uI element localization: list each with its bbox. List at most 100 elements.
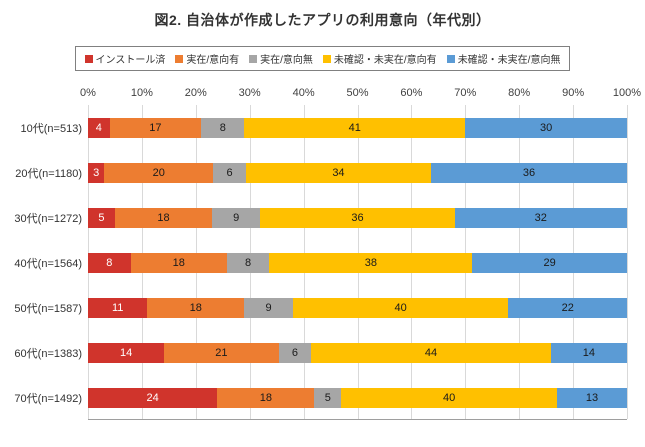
segment-value: 9 [265,301,272,314]
bar-segment: 18 [114,207,212,228]
segment-value: 29 [543,256,556,269]
bar-track: 11 18 9 40 22 [88,297,627,318]
bar-segment: 6 [278,342,312,363]
bar-segment: 5 [314,387,342,408]
legend-wrap: インストール済 実在/意向有 実在/意向無 未確認・未実在/意向有 未確認・未実在/意向… [0,46,645,71]
bar-segment: 8 [226,252,270,273]
bar-segment: 9 [211,207,261,228]
bar-segment: 18 [147,297,245,318]
segment-value: 24 [146,391,159,404]
bar-segment: 34 [245,162,431,183]
segment-value: 20 [152,166,165,179]
bar-segment: 44 [311,342,551,363]
bar-track: 8 18 8 38 29 [88,252,627,273]
segment-value: 4 [95,121,102,134]
bar-segment: 20 [104,162,214,183]
legend-item: 未確認・未実在/意向無 [446,51,561,66]
segment-value: 22 [561,301,574,314]
segment-value: 8 [245,256,252,269]
segment-value: 38 [364,256,377,269]
segment-value: 40 [443,391,456,404]
segment-value: 34 [332,166,345,179]
x-tick-label: 60% [400,87,423,99]
segment-value: 18 [157,211,170,224]
bar-track: 5 18 9 36 32 [88,207,628,228]
x-tick-label: 20% [184,87,207,99]
segment-value: 8 [106,256,113,269]
bar-row: 60代(n=1383) 14 21 6 44 14 [0,330,627,375]
chart-title: 図2. 自治体が作成したアプリの利用意向（年代別） [154,12,491,28]
legend-label: 未確認・未実在/意向無 [457,55,561,66]
category-label: 50代(n=1587) [14,302,82,315]
segment-value: 6 [291,346,298,359]
legend-swatch [322,54,331,63]
segment-value: 8 [219,121,226,134]
legend-label: 実在/意向有 [186,55,240,66]
bar-segment: 36 [431,162,627,183]
x-tick-label: 80% [508,87,531,99]
legend-label: インストール済 [95,55,166,66]
segment-value: 40 [394,301,407,314]
bar-segment: 22 [508,297,627,318]
bar-segment: 3 [88,162,105,183]
segment-value: 18 [189,301,202,314]
legend-item: 実在/意向無 [249,51,313,66]
bar-segment: 9 [244,297,293,318]
bar-row: 40代(n=1564) 8 18 8 38 29 [0,240,627,285]
segment-value: 14 [582,346,596,359]
bar-segment: 14 [550,342,627,363]
legend-swatch [84,54,93,63]
segment-value: 36 [351,211,364,224]
bar-segment: 5 [88,207,115,228]
category-label: 10代(n=513) [20,122,82,135]
legend: インストール済 実在/意向有 実在/意向無 未確認・未実在/意向有 未確認・未実在/意向… [74,46,571,71]
bar-segment: 38 [269,252,473,273]
bar-segment: 30 [465,117,627,138]
bar-row: 70代(n=1492) 24 18 5 40 13 [0,375,627,420]
bar-track: 4 17 8 41 30 [88,117,627,138]
x-axis: 0% 10% 20% 30% 40% 50% 60% 70% 80% 90% 100% [80,87,641,101]
bar-segment: 32 [454,207,628,228]
category-label: 70代(n=1492) [14,392,82,405]
x-tick-label: 40% [292,87,315,99]
bar-row: 30代(n=1272) 5 18 9 36 32 [0,195,628,240]
bar-row: 10代(n=513) 4 17 8 41 30 [0,105,627,150]
bar-segment: 40 [341,387,557,408]
plot-area: 10代(n=513) 4 17 8 41 30 20代(n=1180) 3 20 6 34 36 30代… [0,105,628,420]
bar-segment: 18 [217,387,315,408]
bar-segment: 24 [88,387,218,408]
x-tick-label: 50% [346,87,369,99]
segment-value: 18 [172,256,185,269]
bar-segment: 11 [88,297,148,318]
bar-segment: 21 [164,342,279,363]
legend-item: インストール済 [84,51,166,66]
bar-segment: 41 [244,117,466,138]
x-tick-label: 70% [454,87,477,99]
segment-value: 18 [259,391,272,404]
legend-swatch [249,54,258,63]
bar-track: 24 18 5 40 13 [88,387,627,408]
legend-swatch [446,54,455,63]
bars: 10代(n=513) 4 17 8 41 30 20代(n=1180) 3 20 6 34 36 30代… [0,105,628,420]
category-label: 30代(n=1272) [14,212,82,225]
bar-segment: 29 [472,252,627,273]
segment-value: 36 [522,166,536,179]
x-tick-label: 30% [238,87,261,99]
category-label: 40代(n=1564) [14,257,82,270]
category-label: 20代(n=1180) [15,167,82,180]
segment-value: 21 [215,346,228,359]
segment-value: 30 [540,121,553,134]
category-label: 60代(n=1383) [14,347,82,360]
legend-swatch [175,54,184,63]
bar-track: 3 20 6 34 36 [88,162,627,183]
segment-value: 9 [233,211,240,224]
segment-value: 5 [98,211,105,224]
bar-segment: 8 [88,252,131,273]
legend-label: 未確認・未実在/意向有 [333,55,437,66]
segment-value: 13 [585,391,599,404]
bar-row: 50代(n=1587) 11 18 9 40 22 [0,285,627,330]
gridline [627,105,628,419]
bar-segment: 40 [292,297,509,318]
segment-value: 11 [111,301,124,314]
